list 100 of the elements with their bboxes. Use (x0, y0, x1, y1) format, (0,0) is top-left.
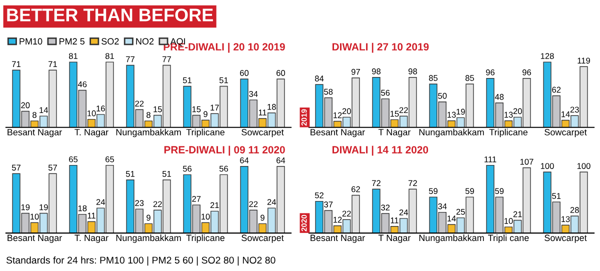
data-label: 85 (465, 75, 474, 81)
data-label: 20 (342, 108, 351, 114)
data-label: 13 (448, 112, 456, 118)
data-label: 13 (504, 112, 513, 118)
data-label: 46 (78, 81, 87, 88)
x-tick-label: Besant Nagar (310, 129, 365, 138)
chart-subtitle: DIWALI | 27 10 2019 (332, 42, 429, 53)
x-tick-label: Besant Nagar (8, 234, 62, 243)
data-label: 51 (219, 77, 228, 84)
x-tick-label: T Nagar (378, 129, 411, 138)
x-tick-label: Triplicane (186, 128, 224, 138)
x-tick-label: Nungambakkam (419, 234, 484, 243)
data-label: 60 (240, 70, 249, 76)
data-label: 24 (399, 209, 408, 216)
chart-title: BETTER THAN BEFORE (7, 8, 213, 22)
x-tick-label: T. Nagar (74, 234, 108, 243)
data-label: 13 (562, 216, 570, 222)
data-label: 10 (202, 214, 210, 220)
data-label: 19 (456, 108, 465, 115)
x-tick-label: Nungambakkam (116, 128, 181, 138)
data-label: 62 (552, 86, 561, 93)
data-label: 100 (540, 163, 554, 169)
data-label: 10 (88, 110, 96, 116)
data-label: 11 (390, 217, 398, 224)
data-label: 98 (372, 68, 381, 74)
data-label: 62 (352, 186, 360, 192)
data-label: 34 (249, 91, 258, 97)
x-tick-label: Besant Nagar (8, 129, 62, 138)
data-label: 20 (21, 102, 30, 108)
x-tick-label: Triplicane (489, 128, 528, 138)
data-label: 59 (428, 188, 438, 194)
data-label: 25 (456, 208, 465, 215)
data-label: 100 (577, 163, 590, 169)
data-label: 10 (504, 218, 513, 224)
x-tick-label: Sowcarpet (544, 128, 587, 138)
data-label: 71 (48, 61, 57, 67)
data-label: 24 (96, 199, 106, 205)
data-label: 51 (552, 193, 561, 199)
data-label: 56 (219, 166, 228, 172)
data-label: 28 (570, 207, 579, 213)
data-label: 50 (438, 92, 447, 99)
data-label: 64 (240, 157, 249, 164)
data-label: 77 (162, 56, 171, 62)
data-label: 24 (267, 199, 276, 205)
data-label: 21 (210, 202, 219, 208)
data-label: 57 (48, 164, 57, 171)
data-label: 96 (522, 69, 532, 76)
data-label: 58 (324, 88, 333, 95)
data-label: 18 (78, 205, 87, 212)
data-label: 56 (381, 90, 390, 96)
chart-subtitle: DIWALI | 14 11 2020 (332, 146, 428, 156)
x-tick-label: Sowcarpet (544, 234, 587, 243)
data-label: 23 (135, 200, 144, 206)
data-label: 96 (486, 69, 495, 76)
x-tick-label: Sowcarpet (242, 128, 284, 138)
data-label: 59 (495, 188, 504, 194)
x-tick-label: T. Nagar (74, 129, 108, 138)
data-label: 128 (540, 53, 554, 60)
x-tick-label: Tripli cane (488, 234, 529, 243)
data-label: 81 (105, 53, 114, 60)
data-label: 10 (30, 214, 39, 220)
x-tick-label: Nungambakkam (419, 128, 484, 138)
legend-label: NO2 (136, 38, 154, 45)
data-label: 16 (96, 106, 105, 112)
legend-label: SO2 (102, 38, 119, 45)
data-label: 11 (258, 110, 266, 116)
chart-subtitle: PRE-DIWALI | 09 11 2020 (164, 146, 285, 156)
data-label: 11 (88, 212, 96, 218)
data-label: 81 (68, 53, 78, 60)
data-label: 14 (40, 107, 48, 113)
data-label: 22 (342, 210, 351, 217)
data-label: 85 (428, 75, 438, 81)
legend-label: PM10 (20, 38, 42, 45)
data-label: 77 (126, 56, 134, 62)
data-label: 9 (204, 111, 208, 118)
x-tick-label: Sowcarpet (242, 234, 284, 243)
data-label: 107 (520, 158, 534, 165)
data-label: 97 (351, 68, 360, 75)
data-label: 72 (408, 180, 417, 186)
data-label: 8 (32, 112, 36, 118)
data-label: 52 (314, 192, 324, 198)
data-label: 12 (334, 216, 342, 223)
data-label: 14 (448, 216, 456, 222)
text: Standards for 24 hrs: PM10 100 | PM2 5 60 | SO2 80 | NO2 80 (6, 256, 276, 266)
data-label: 22 (399, 107, 408, 114)
data-label: 48 (494, 94, 504, 100)
data-label: 65 (69, 156, 78, 162)
data-label: 27 (192, 196, 201, 202)
x-tick-label: Triplicane (186, 234, 224, 243)
data-label: 51 (162, 171, 171, 177)
data-label: 111 (484, 156, 496, 162)
data-label: 60 (276, 70, 286, 76)
data-label: 22 (249, 201, 258, 208)
data-label: 21 (513, 211, 522, 218)
data-label: 22 (135, 100, 144, 107)
x-tick-label: T Nagar (378, 234, 411, 243)
data-label: 37 (324, 202, 333, 208)
data-label: 51 (126, 171, 134, 177)
data-label: 22 (153, 201, 162, 208)
data-label: 18 (268, 104, 276, 110)
